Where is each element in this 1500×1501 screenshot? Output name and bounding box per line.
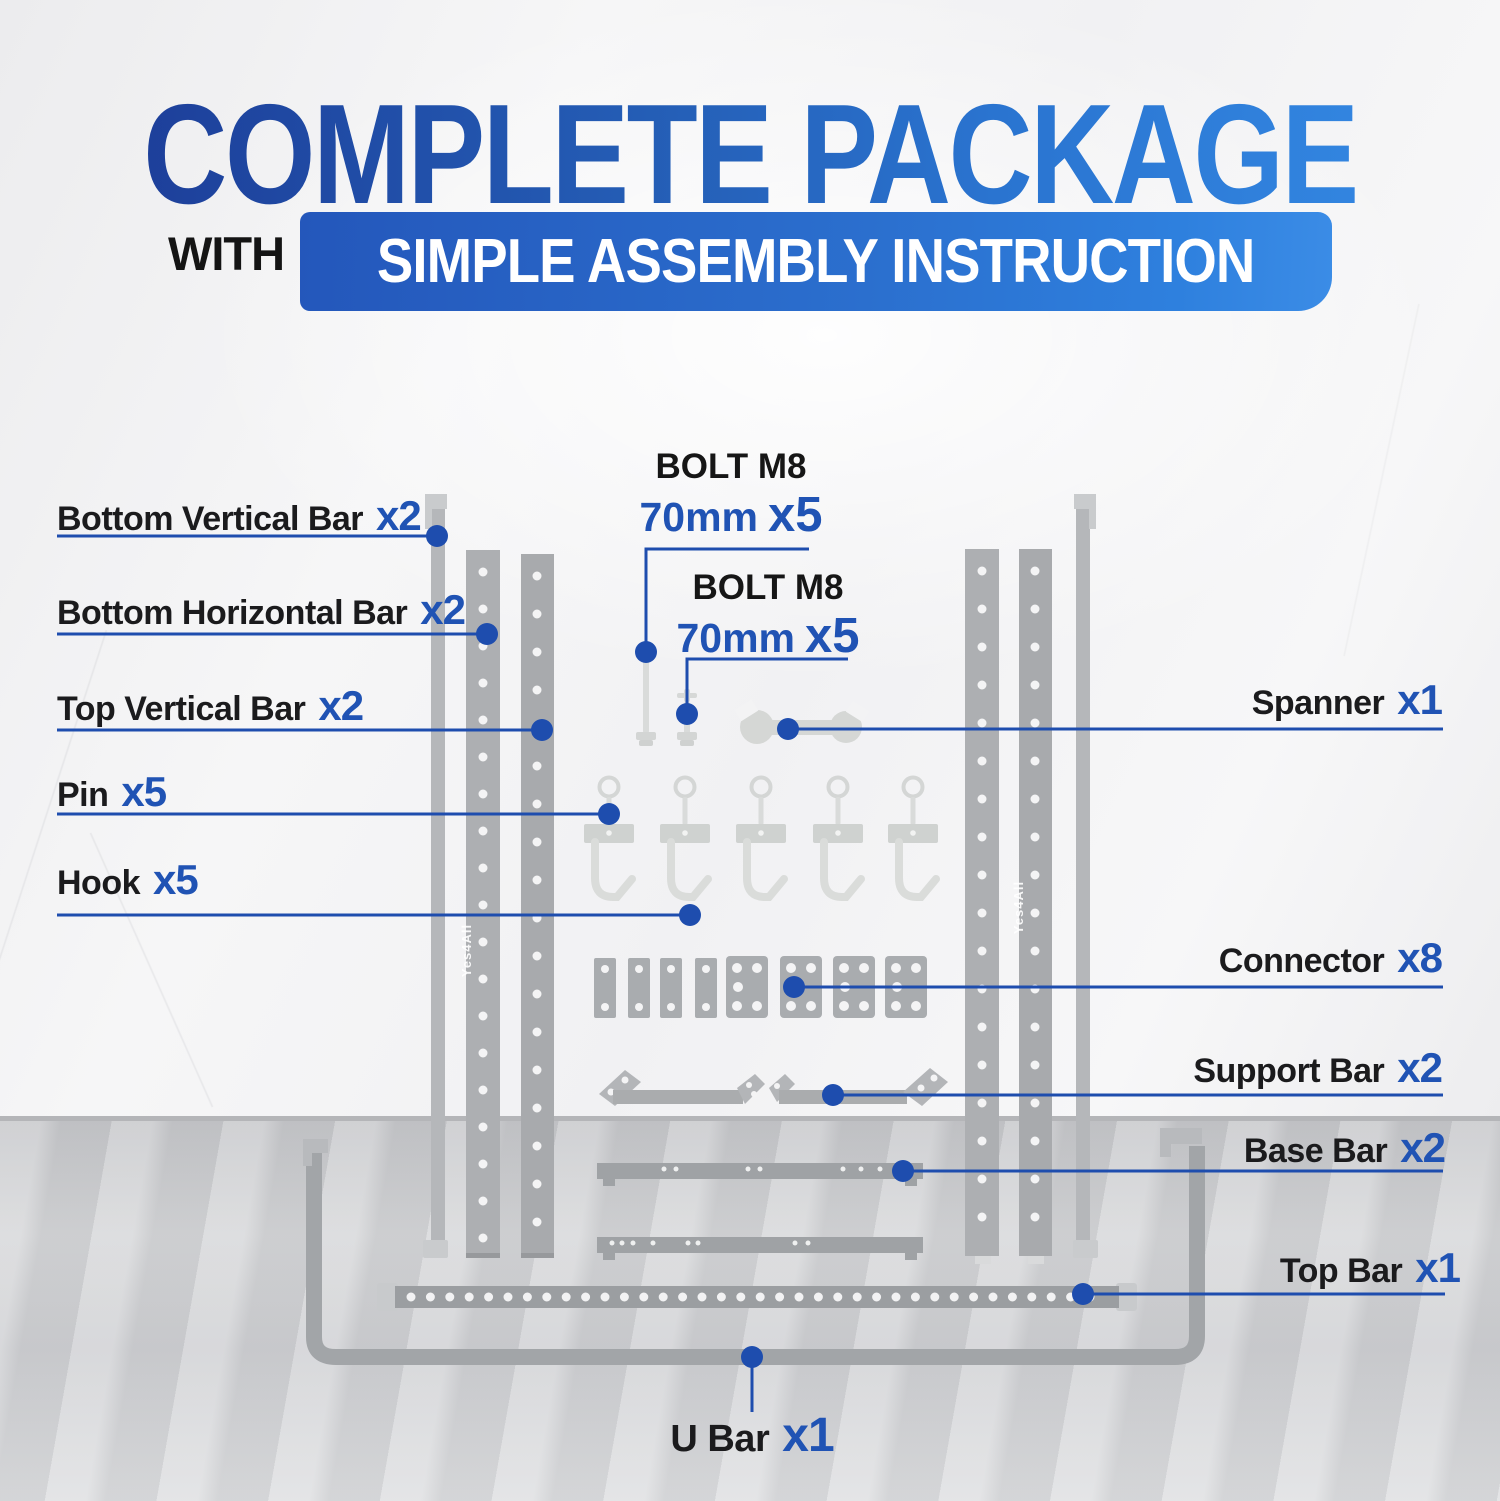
brand-logo: Yes4All [1011,880,1027,935]
wall-background [0,0,1500,1118]
label-base-bar: Base Bar x2 [1243,1124,1446,1172]
bolt-name: BOLT M8 [655,447,807,486]
part-qty: x8 [1397,934,1443,981]
label-spanner: Spanner x1 [1251,676,1443,724]
label-top-vertical-bar: Top Vertical Bar x2 [57,682,364,730]
bolt-size: 70mm [639,494,758,540]
base-bar-1 [597,1163,923,1186]
floor-background [0,1116,1500,1501]
part-name: Spanner [1251,684,1385,722]
part-name: Bottom Horizontal Bar [57,594,408,632]
part-qty: x5 [121,768,167,815]
label-bolt-m8-1: BOLT M8 70mm x5 [606,447,856,543]
pins [597,775,925,827]
part-qty: x2 [420,586,466,633]
top-bar [377,1283,1137,1311]
bottom-vertical-bar-left [423,494,448,1258]
page-title: COMPLETE PACKAGE [135,84,1365,226]
label-support-bar: Support Bar x2 [1193,1044,1443,1092]
label-pin: Pin x5 [57,768,167,816]
label-bolt-m8-2: BOLT M8 70mm x5 [643,568,893,664]
bolt-size: 70mm [676,615,795,661]
part-name: Hook [57,864,141,902]
part-name: Bottom Vertical Bar [57,500,364,538]
hooks [584,824,938,897]
bottom-vertical-bar-right [1073,494,1098,1258]
leader-lines [57,534,1445,1412]
part-qty: x1 [1415,1244,1461,1291]
label-bottom-horizontal-bar: Bottom Horizontal Bar x2 [57,586,466,634]
part-qty: x5 [153,856,199,903]
bolt-qty: x5 [805,609,860,663]
bolt-name: BOLT M8 [692,568,844,607]
part-qty: x1 [782,1409,834,1462]
label-top-bar: Top Bar x1 [1279,1244,1461,1292]
part-qty: x2 [1397,1044,1443,1091]
part-name: U Bar [670,1418,770,1460]
part-name: Support Bar [1193,1052,1385,1090]
brand-logo: Yes4All [459,923,475,978]
part-name: Top Vertical Bar [57,690,306,728]
part-qty: x2 [318,682,364,729]
part-name: Base Bar [1243,1132,1388,1170]
label-bottom-vertical-bar: Bottom Vertical Bar x2 [57,492,422,540]
bolt-m8-long [636,655,656,746]
bottom-horizontal-bar-right [1019,549,1052,1264]
label-hook: Hook x5 [57,856,199,904]
part-name: Top Bar [1279,1252,1403,1290]
label-connector: Connector x8 [1218,934,1443,982]
part-name: Connector [1218,942,1385,980]
subtitle-banner-text: SIMPLE ASSEMBLY INSTRUCTION [377,227,1255,296]
part-name: Pin [57,776,109,814]
subtitle-banner: SIMPLE ASSEMBLY INSTRUCTION [300,212,1332,311]
support-bar-left [599,1070,765,1106]
spanner [734,699,870,744]
base-bar-2 [597,1237,923,1260]
part-qty: x2 [1400,1124,1446,1171]
leader-dots [426,525,1094,1368]
bottom-horizontal-bar [466,550,500,1258]
label-u-bar: U Bar x1 [670,1408,834,1463]
bolt-qty: x5 [768,488,823,542]
top-vertical-bar [521,554,554,1258]
part-qty: x1 [1397,676,1443,723]
part-qty: x2 [376,492,422,539]
with-label: WITH [168,227,285,280]
top-vertical-bar-right [965,549,999,1264]
support-bar-right [769,1068,948,1106]
